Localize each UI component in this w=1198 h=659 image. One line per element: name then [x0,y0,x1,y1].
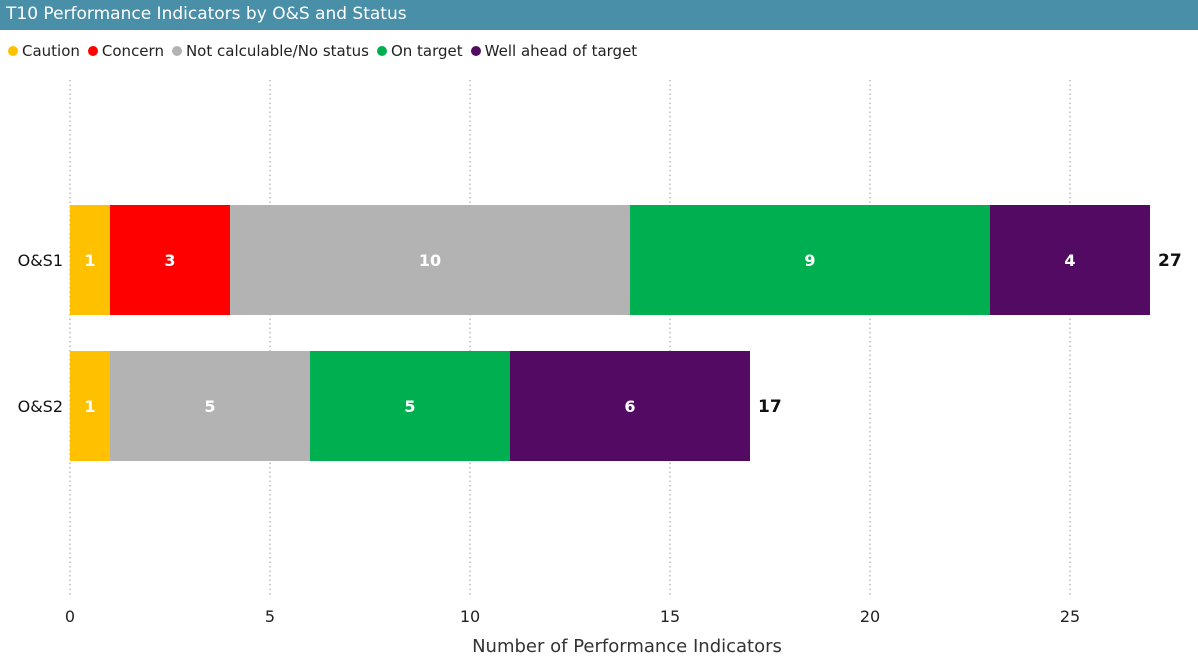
x-tick-label: 5 [265,607,275,626]
legend-item[interactable]: Well ahead of target [470,42,638,60]
data-label: 10 [419,251,441,270]
data-label: 4 [1064,251,1075,270]
x-tick-label: 10 [460,607,480,626]
legend-item[interactable]: Not calculable/No status [171,42,369,60]
data-label: 1 [84,397,95,416]
data-label: 9 [804,251,815,270]
x-tick-label: 20 [860,607,880,626]
legend-label: Caution [22,42,80,60]
legend: Caution Concern Not calculable/No status On… [8,40,645,62]
category-label: O&S2 [18,397,63,416]
bar-segment [630,205,990,315]
legend-dot-icon [171,46,182,56]
total-label: 17 [758,397,782,417]
bar-segment [110,205,230,315]
legend-dot-icon [470,46,481,56]
legend-item[interactable]: Concern [87,42,164,60]
bar-segment [510,351,750,461]
x-tick-label: 25 [1060,607,1080,626]
legend-label: Concern [101,42,164,60]
data-label: 5 [404,397,415,416]
x-tick-label: 15 [660,607,680,626]
legend-item[interactable]: On target [376,42,463,60]
bar-segment [230,205,630,315]
data-label: 6 [624,397,635,416]
x-tick-label: 0 [65,607,75,626]
data-label: 5 [204,397,215,416]
legend-dot-icon [376,46,387,56]
legend-label: Not calculable/No status [185,42,369,60]
legend-label: Well ahead of target [484,42,638,60]
legend-dot-icon [8,46,18,56]
bar-segment [70,351,110,461]
bar-segment [110,351,310,461]
title-bar: T10 Performance Indicators by O&S and St… [0,0,1198,30]
data-label: 3 [164,251,175,270]
legend-dot-icon [87,46,98,56]
legend-item[interactable]: Caution [8,42,80,60]
x-axis-title: Number of Performance Indicators [472,636,782,657]
category-label: O&S1 [18,251,63,270]
chart-title: T10 Performance Indicators by O&S and St… [6,4,407,24]
bar-segment [990,205,1150,315]
legend-label: On target [390,42,463,60]
data-label: 1 [84,251,95,270]
bar-segment [70,205,110,315]
bar-segment [310,351,510,461]
total-label: 27 [1158,251,1182,271]
